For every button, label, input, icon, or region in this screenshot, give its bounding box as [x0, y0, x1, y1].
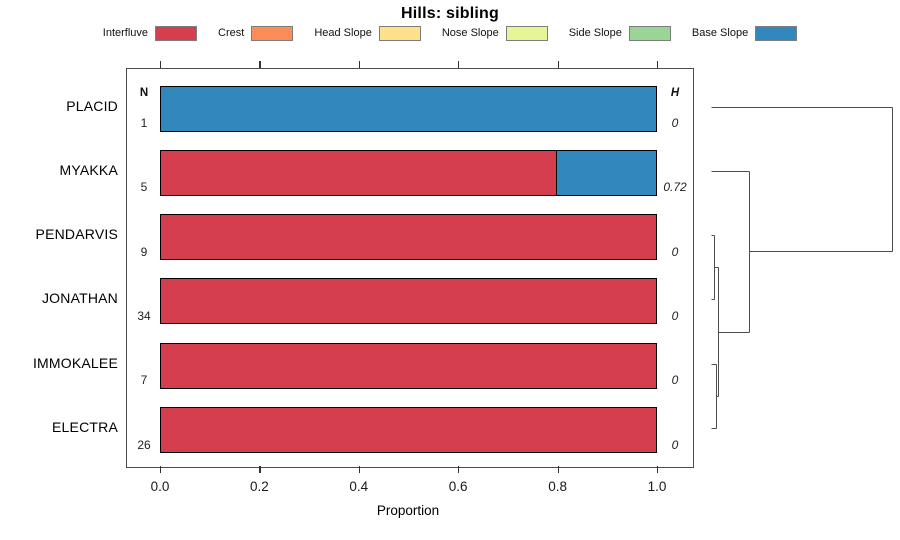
x-axis-tick-label: 0.4 — [349, 479, 369, 494]
n-value: 9 — [140, 244, 148, 259]
legend-item-nose-slope: Nose Slope — [441, 25, 548, 41]
x-axis-tick-bottom — [259, 466, 261, 473]
h-value: 0 — [671, 373, 679, 388]
category-label-myakka: MYAKKA — [59, 161, 118, 178]
bar-segment-interfluve — [160, 149, 558, 196]
x-axis-tick-bottom — [160, 466, 162, 473]
bar-segment-interfluve — [160, 214, 657, 261]
x-axis-tick-bottom — [657, 466, 659, 473]
n-value: 5 — [140, 180, 148, 195]
legend-label: Head Slope — [314, 27, 372, 39]
x-axis-tick-label: 0.2 — [250, 479, 269, 494]
category-label-immokalee: IMMOKALEE — [32, 354, 118, 371]
x-axis-tick-top — [259, 61, 261, 68]
h-value: 0 — [671, 308, 679, 323]
nose-slope-swatch — [505, 25, 548, 41]
legend-label: Nose Slope — [441, 27, 499, 39]
x-axis-tick-top — [358, 61, 360, 68]
x-axis-tick-bottom — [358, 466, 360, 473]
crest-swatch — [251, 25, 294, 41]
legend-item-head-slope: Head Slope — [314, 25, 421, 41]
n-value: 26 — [137, 437, 151, 452]
base-slope-swatch — [755, 25, 798, 41]
bar-segment-interfluve — [160, 407, 657, 453]
head-slope-swatch — [378, 25, 421, 41]
n-value: 7 — [140, 373, 148, 388]
bar-segment-interfluve — [160, 342, 657, 389]
x-axis-title: Proportion — [376, 503, 440, 518]
category-label-pendarvis: PENDARVIS — [35, 226, 118, 243]
category-label-placid: PLACID — [66, 97, 118, 114]
legend-label: Base Slope — [691, 27, 749, 39]
x-axis-tick-label: 0.6 — [448, 479, 468, 494]
legend-item-base-slope: Base Slope — [691, 25, 798, 41]
interfluve-swatch — [155, 25, 198, 41]
h-value: 0 — [671, 116, 679, 130]
legend-item-crest: Crest — [218, 25, 294, 41]
h-value: 0.72 — [663, 180, 687, 195]
bar-pendarvis — [160, 214, 657, 261]
x-axis-tick-top — [657, 61, 659, 68]
h-value: 0 — [671, 437, 679, 452]
plot-area: N H 1 0 5 0.72 9 0 34 0 7 0 26 0 — [126, 61, 694, 473]
category-label-jonathan: JONATHAN — [41, 290, 118, 307]
x-axis-tick-top — [557, 61, 559, 68]
x-axis-tick-bottom — [557, 466, 559, 473]
x-axis-tick-label: 0.8 — [548, 479, 567, 494]
bar-segment-base-slope — [556, 149, 657, 196]
legend-label: Side Slope — [568, 27, 622, 39]
bar-myakka — [160, 149, 657, 196]
x-axis-tick-label: 1.0 — [647, 479, 667, 494]
bar-electra — [160, 407, 657, 453]
side-slope-swatch — [628, 25, 671, 41]
n-column-header: N — [139, 87, 149, 99]
category-label-electra: ELECTRA — [52, 419, 118, 435]
x-axis-tick-top — [458, 61, 460, 68]
chart-title: Hills: sibling — [401, 5, 499, 22]
bar-immokalee — [160, 342, 657, 389]
h-value: 0 — [671, 244, 679, 259]
legend-item-interfluve: Interfluve — [102, 25, 198, 41]
x-axis-tick-bottom — [458, 466, 460, 473]
h-column-header: H — [670, 87, 680, 99]
legend-label: Crest — [218, 27, 245, 39]
legend-label: Interfluve — [102, 27, 149, 39]
bar-segment-base-slope — [160, 85, 657, 132]
x-axis-tick-label: 0.0 — [150, 479, 170, 494]
bar-segment-interfluve — [160, 278, 657, 325]
x-axis-tick-top — [160, 61, 162, 68]
bar-jonathan — [160, 278, 657, 325]
legend-item-side-slope: Side Slope — [568, 25, 671, 41]
legend: Interfluve Crest Head Slope Nose Slope Side … — [0, 25, 900, 41]
bar-placid — [160, 85, 657, 132]
n-value: 1 — [140, 116, 148, 130]
n-value: 34 — [137, 308, 151, 323]
